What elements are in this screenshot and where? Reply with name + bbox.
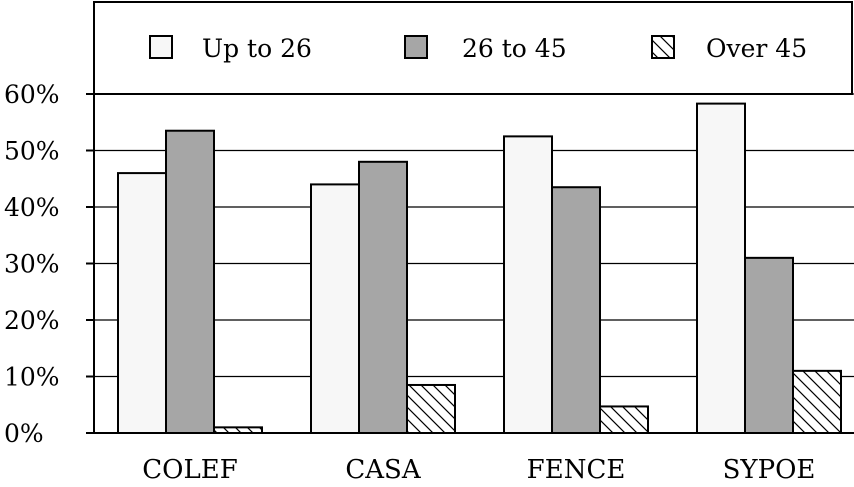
y-tick-label: 40% <box>4 193 60 222</box>
x-category-label: COLEF <box>142 455 238 485</box>
legend: Up to 26 26 to 45 Over 45 <box>149 34 807 63</box>
x-category-label: FENCE <box>527 455 626 485</box>
y-tick-label: 0% <box>4 419 44 448</box>
y-tick-label: 50% <box>4 137 60 166</box>
legend-box <box>93 1 853 95</box>
x-category-label: SYPOE <box>723 455 816 485</box>
bar-casa-series-3 <box>406 383 456 435</box>
legend-swatch <box>404 35 428 59</box>
bar-fence-series-1 <box>503 135 553 434</box>
bar-sypoe-series-2 <box>744 256 794 434</box>
y-tick-label: 30% <box>4 250 60 279</box>
legend-label: 26 to 45 <box>462 34 567 63</box>
legend-swatch <box>651 35 675 59</box>
x-axis-labels: COLEF CASA FENCE SYPOE <box>142 455 815 485</box>
bar-colef-series-2 <box>165 129 215 434</box>
y-tick-label: 60% <box>4 80 60 109</box>
legend-swatch <box>149 35 173 59</box>
bars <box>117 102 842 435</box>
bar-casa-series-2 <box>358 160 408 435</box>
bar-fence-series-2 <box>551 186 601 434</box>
y-axis-ticks: 0% 10% 20% 30% 40% 50% 60% <box>4 80 94 448</box>
y-tick-label: 10% <box>4 363 60 392</box>
bar-sypoe-series-1 <box>696 102 746 434</box>
legend-label: Up to 26 <box>202 34 312 63</box>
bar-casa-series-1 <box>310 183 360 434</box>
bar-fence-series-3 <box>599 405 649 435</box>
bar-colef-series-1 <box>117 172 167 434</box>
y-tick-label: 20% <box>4 306 60 335</box>
bar-sypoe-series-3 <box>792 369 842 435</box>
legend-label: Over 45 <box>706 34 807 63</box>
x-category-label: CASA <box>345 455 421 485</box>
